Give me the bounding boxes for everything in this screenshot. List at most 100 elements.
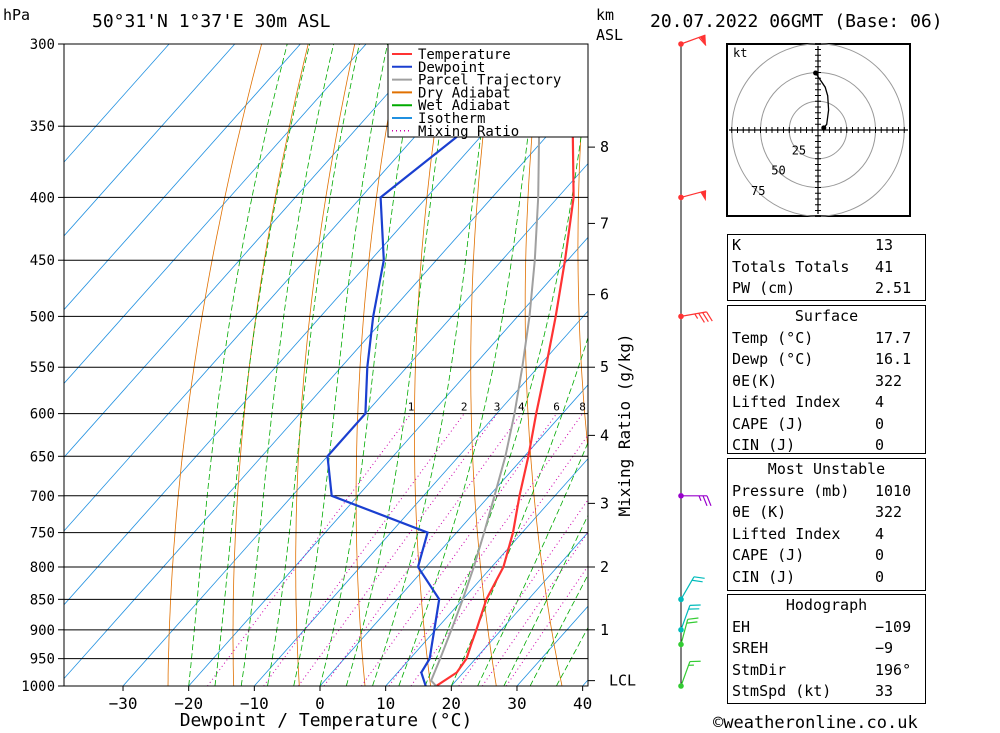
pressure-tick-label: 1000 [21,679,55,695]
hodograph-ring-label: 25 [792,143,806,157]
pressure-tick-label: 500 [30,309,55,325]
index-value: 196° [875,660,912,679]
temperature-tick-label: 40 [573,694,592,713]
wind-level-marker [678,627,684,633]
axes-labels: 3003504004505005506006507007508008509009… [21,37,636,713]
legend-entry: Wet Adiabat [418,98,511,114]
index-label: CAPE (J) [732,546,805,564]
isotherm-line [64,44,564,606]
wind-level-marker [678,194,684,201]
pressure-tick-label: 950 [30,652,55,668]
mixing-ratio-line [410,434,588,686]
index-label: SREH [732,639,769,657]
pressure-tick-label: 450 [30,253,55,269]
index-label: θE (K) [732,503,787,521]
pressure-tick-label: 750 [30,526,55,542]
mixing-ratio-label: 10 [597,401,610,414]
most-unstable-title: Most Unstable [767,460,886,478]
pressure-unit: hPa [3,6,30,24]
pressure-tick-label: 300 [30,37,55,53]
index-row: θE (K) 322 [728,502,925,524]
hodograph: kt 25 50 75 [726,43,911,217]
height-km-label: 7 [600,214,609,232]
index-row: Temp (°C) 17.7 [728,328,925,350]
index-row: Lifted Index 4 [728,524,925,546]
index-label: StmDir [732,660,787,679]
mixing-ratio-label: 20 [664,401,677,414]
temperature-tick-label: 10 [376,694,395,713]
index-label: EH [732,617,751,636]
isotherm-line [64,44,367,385]
temperature-tick-label: 0 [315,694,325,713]
wind-barb [680,617,699,645]
index-row: EH −109 [728,617,925,639]
wet-adiabat-line [319,44,419,686]
mixing-ratio-label: 8 [579,401,586,414]
index-value: −109 [875,617,912,636]
hodograph-trace [815,72,830,129]
copyright: ©weatheronline.co.uk [713,713,918,733]
index-label: Dewp (°C) [732,350,814,368]
wind-barb [680,311,713,323]
legend-box [387,43,589,138]
dry-adiabat-line [960,44,1000,686]
hodograph-ring-label: 50 [771,164,785,178]
plot-frame [63,43,589,687]
profiles [326,44,584,686]
hodograph-indices-box: Hodograph EH −109 SREH −9 StmDir 196° StmSpd (k… [727,594,926,704]
index-row: StmSpd (kt) 33 [728,681,925,703]
index-value: 41 [875,257,894,276]
surface-indices-box: Surface Temp (°C) 17.7 Dewp (°C) 16.1 θE(K) 32… [727,305,926,454]
surface-title: Surface [794,307,859,325]
wet-adiabat-line [293,44,388,686]
isotherm-line [64,44,301,311]
station-location: 50°31'N 1°37'E 30m ASL [92,11,331,32]
index-value: −9 [875,639,894,657]
isotherm-line [319,384,588,686]
index-label: StmSpd (kt) [732,682,832,700]
wind-barb [680,660,701,687]
wind-barb [680,576,705,600]
pressure-tick-label: 650 [30,449,55,465]
index-label: CAPE (J) [732,414,805,433]
index-value: 2.51 [875,279,912,297]
index-value: 322 [875,371,903,390]
isotherm-line [451,531,588,686]
wind-profile [678,34,713,689]
height-km-label: 5 [600,358,609,376]
index-row: PW (cm) 2.51 [728,278,925,300]
temperature-tick-label: −10 [240,694,269,713]
legend-entry: Dry Adiabat [418,85,511,101]
wind-barb [680,604,701,631]
isotherm-line [385,458,588,686]
pressure-tick-label: 400 [30,190,55,206]
general-indices-box: K 13 Totals Totals 41 PW (cm) 2.51 [727,234,926,301]
wind-level-marker [678,596,684,603]
index-row: Lifted Index 4 [728,392,925,414]
mixing-ratio-label: 3 [494,401,501,414]
hodograph-unit: kt [733,46,747,60]
index-value: 0 [875,414,885,433]
index-row: Pressure (mb) 1010 [728,481,925,503]
index-label: CIN (J) [732,436,796,454]
dewpoint-line [326,44,479,686]
wet-adiabat-line [345,44,455,686]
legend-entry: Mixing Ratio [418,124,519,140]
wet-adiabat-line [529,573,588,686]
dry-adiabat-line [232,44,309,686]
index-row: CAPE (J) 0 [728,414,925,436]
wind-barb [680,190,707,202]
pressure-tick-label: 850 [30,592,55,608]
index-row: StmDir 196° [728,660,925,682]
mixing-ratio-line [263,413,465,686]
index-label: Pressure (mb) [732,481,850,500]
dry-adiabat-line [913,44,1000,686]
mixing-ratio-label: 1 [408,401,415,414]
pressure-tick-label: 900 [30,623,55,639]
wet-adiabat-line [240,44,334,686]
index-label: CIN (J) [732,567,796,586]
most-unstable-box: Most Unstable Pressure (mb) 1010 θE (K) 322 L… [727,458,926,591]
index-row: CIN (J) 0 [728,435,925,457]
